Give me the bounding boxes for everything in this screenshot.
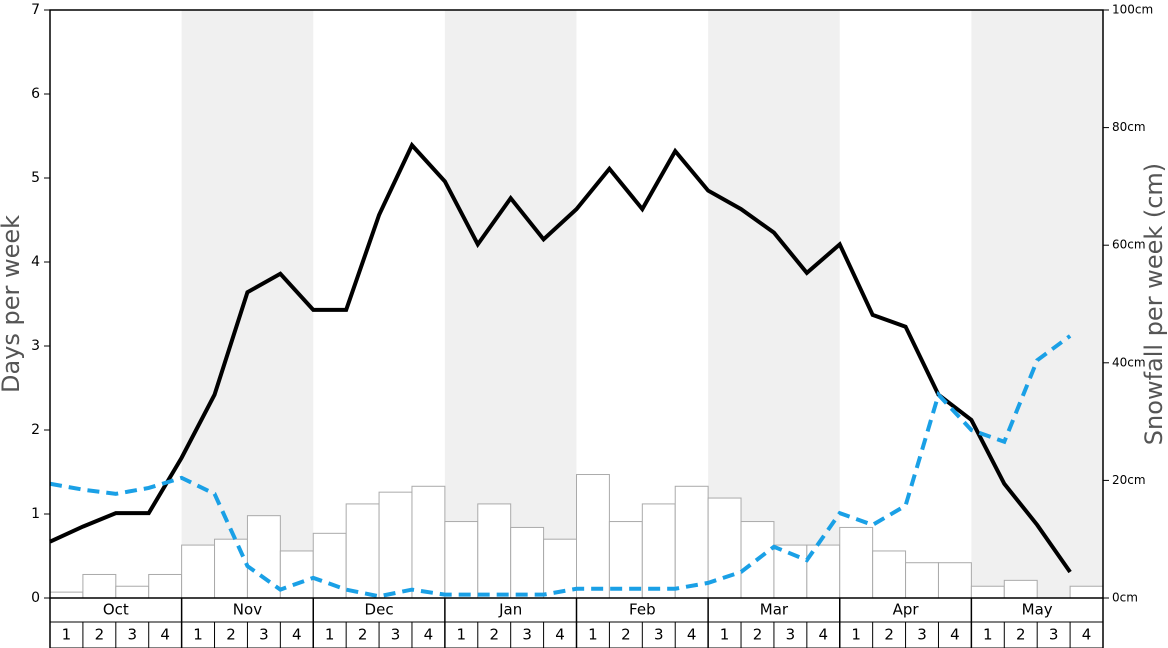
bar (477, 503, 512, 599)
bar (115, 585, 150, 599)
bar (1069, 585, 1104, 599)
week-label: 1 (457, 626, 467, 644)
week-label: 2 (489, 626, 499, 644)
week-label: 2 (226, 626, 236, 644)
y-tick-label: 0 (31, 590, 40, 606)
y-tick-label: 4 (31, 254, 40, 270)
bar (444, 521, 479, 599)
month-label: Oct (103, 601, 129, 619)
bar (82, 573, 117, 599)
bar (181, 544, 216, 599)
week-label: 4 (160, 626, 170, 644)
month-label: Apr (893, 601, 920, 619)
week-label: 2 (884, 626, 894, 644)
bar (148, 573, 183, 599)
bar (937, 562, 972, 599)
bar (608, 521, 643, 599)
week-label: 4 (292, 626, 302, 644)
line (49, 141, 1072, 574)
week-label: 1 (720, 626, 730, 644)
y2-tick-label: 0cm (1112, 591, 1138, 605)
y2-tick-label: 40cm (1112, 355, 1146, 369)
week-label: 1 (851, 626, 861, 644)
bar (214, 538, 248, 599)
week-label: 3 (1049, 626, 1059, 644)
bar (1003, 579, 1038, 599)
week-label: 2 (621, 626, 631, 644)
week-label: 4 (555, 626, 565, 644)
week-label: 2 (358, 626, 368, 644)
y2-tick-label: 60cm (1112, 238, 1146, 252)
week-label: 1 (983, 626, 993, 644)
month-label: Jan (498, 601, 522, 619)
month-shade (971, 10, 1103, 598)
y2-tick-label: 20cm (1112, 473, 1146, 487)
week-label: 2 (1016, 626, 1026, 644)
month-label: Nov (233, 601, 262, 619)
y2-axis-label: Snowfall per week (cm) (1140, 163, 1168, 445)
bar (576, 474, 610, 599)
week-label: 3 (259, 626, 269, 644)
week-label: 4 (1082, 626, 1092, 644)
week-label: 1 (325, 626, 335, 644)
bar (279, 550, 314, 599)
week-label: 2 (753, 626, 763, 644)
bar (345, 503, 380, 599)
week-label: 1 (193, 626, 203, 644)
month-label: Dec (365, 601, 394, 619)
y-tick-label: 5 (31, 170, 40, 186)
y2-tick-label: 80cm (1112, 120, 1146, 134)
week-label: 4 (687, 626, 697, 644)
bar (641, 503, 676, 599)
month-label: May (1022, 601, 1053, 619)
month-shade (181, 10, 314, 598)
week-label: 3 (917, 626, 927, 644)
y-axis-label: Days per week (0, 215, 25, 393)
week-label: 4 (950, 626, 960, 644)
bar (543, 538, 577, 599)
week-label: 1 (588, 626, 598, 644)
week-label: 3 (522, 626, 532, 644)
bar (839, 526, 874, 599)
week-label: 3 (786, 626, 796, 644)
week-label: 4 (819, 626, 829, 644)
week-label: 1 (62, 626, 72, 644)
y2-tick-label: 100cm (1112, 3, 1153, 17)
y-tick-label: 7 (31, 2, 40, 18)
y-tick-label: 2 (31, 422, 40, 438)
bar (246, 515, 281, 599)
bar (905, 562, 939, 599)
bar (411, 485, 446, 599)
bar (674, 485, 709, 599)
y-tick-label: 1 (31, 506, 40, 522)
week-label: 3 (654, 626, 664, 644)
week-label: 3 (391, 626, 401, 644)
y-tick-label: 3 (31, 338, 40, 354)
bar (312, 532, 347, 599)
bar (872, 550, 907, 599)
bar (49, 591, 84, 599)
dashed-line (49, 334, 1072, 599)
week-label: 2 (95, 626, 105, 644)
month-label: Mar (760, 601, 789, 619)
bar (970, 585, 1005, 599)
bar (378, 491, 413, 599)
week-label: 3 (127, 626, 137, 644)
week-label: 4 (424, 626, 434, 644)
y-tick-label: 6 (31, 86, 40, 102)
bar (510, 526, 545, 599)
month-label: Feb (629, 601, 656, 619)
month-shade (444, 10, 577, 598)
